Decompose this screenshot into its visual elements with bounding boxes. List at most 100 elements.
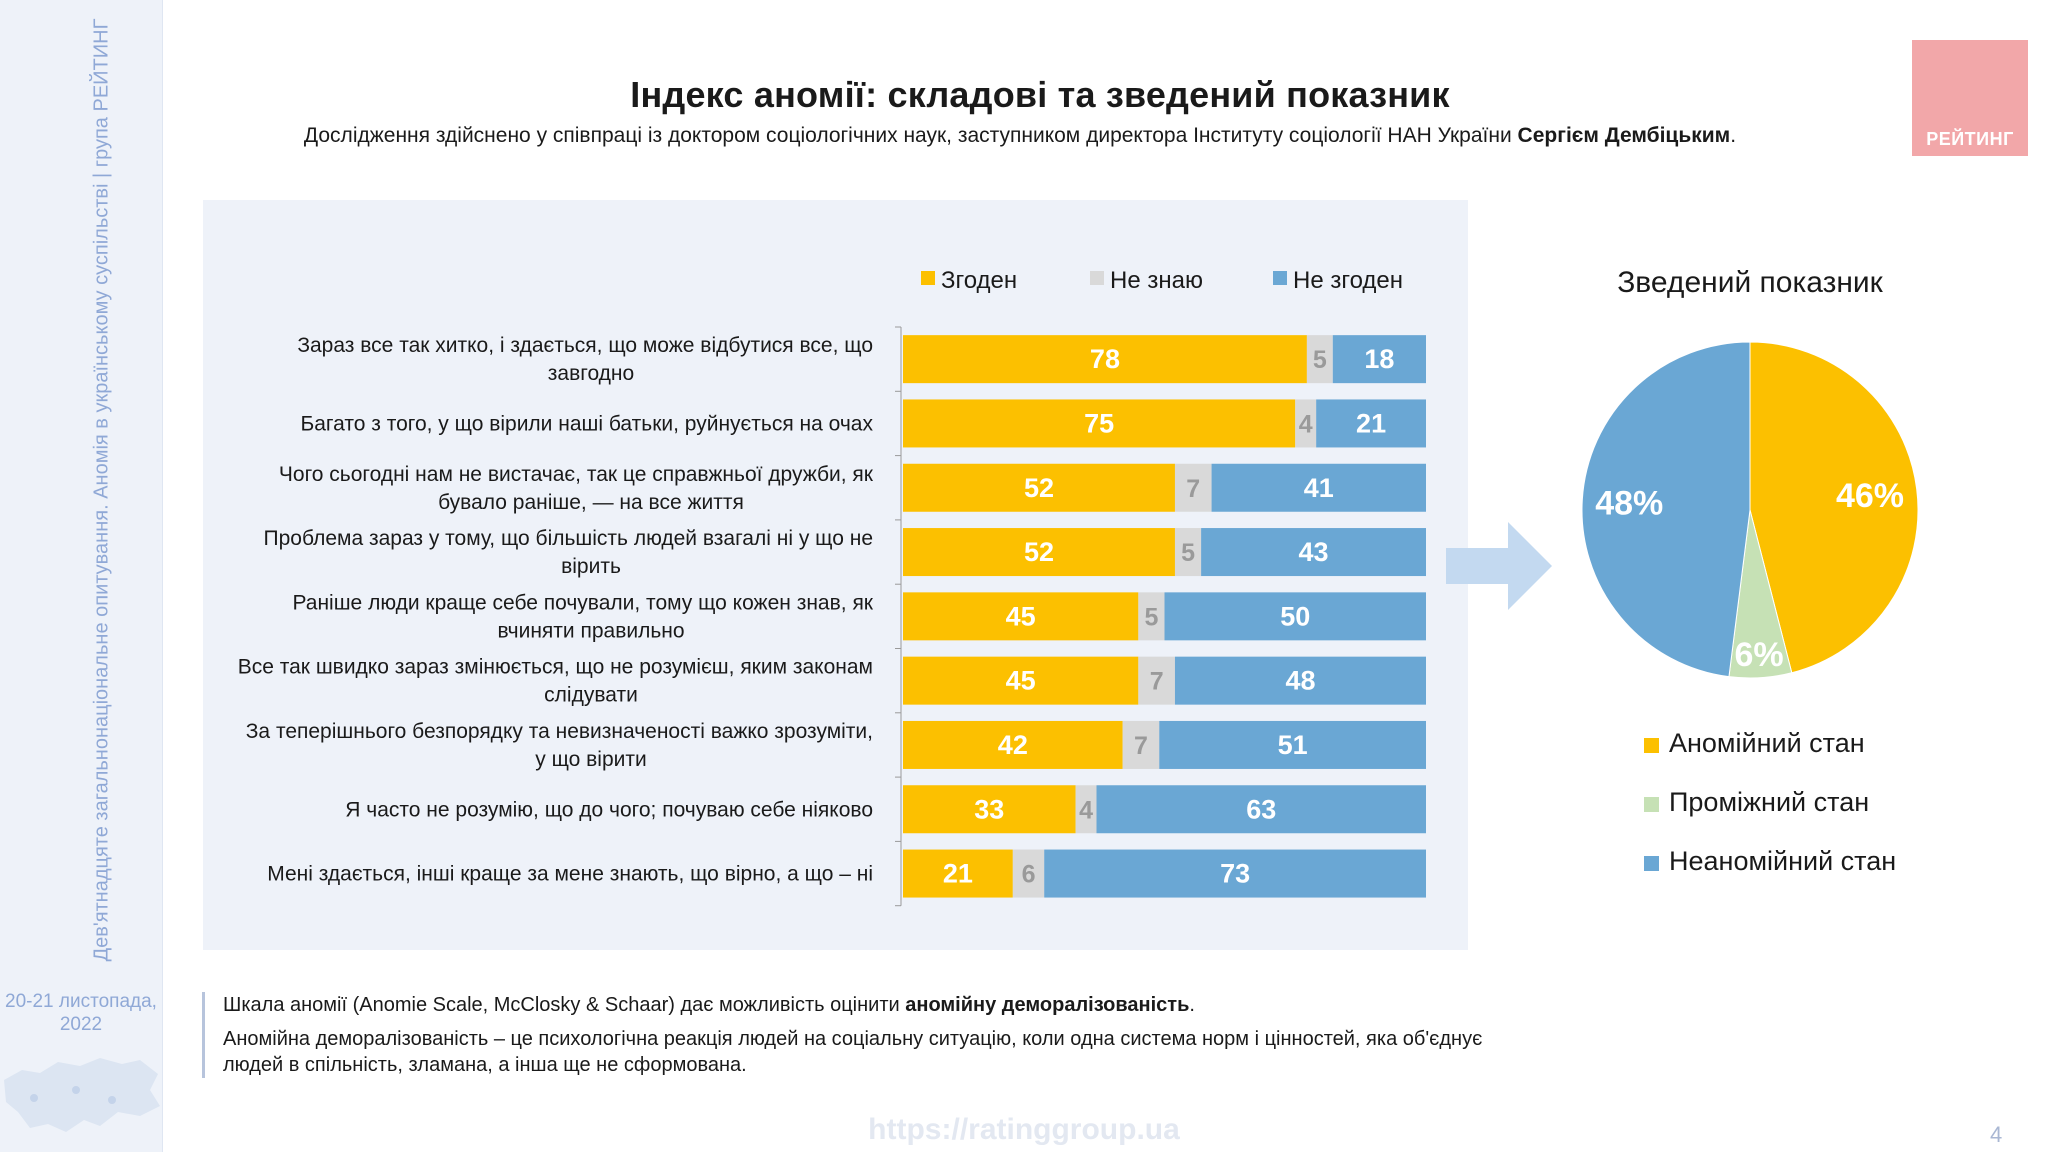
survey-date-line1: 20-21 листопада,	[5, 991, 157, 1012]
bar-segment	[1138, 592, 1165, 641]
survey-date-line2: 2022	[59, 1014, 103, 1035]
rating-logo: РЕЙТИНГ	[1912, 40, 2028, 156]
note-term: аномійну деморалізованість	[905, 994, 1190, 1016]
bar-value-label: 33	[974, 794, 1004, 824]
page-number: 4	[1990, 1122, 2003, 1147]
subtitle-end: .	[1730, 124, 1737, 147]
category-label-line: бувало раніше, — на все життя	[438, 491, 744, 514]
bar-value-label: 48	[1285, 666, 1315, 696]
bar-value-label: 63	[1246, 794, 1276, 824]
legend-swatch	[921, 271, 935, 285]
bar-value-label: 21	[943, 859, 973, 889]
category-label: Чого сьогодні нам не вистачає, так це сп…	[279, 463, 874, 514]
sidebar-vertical-caption: Дев'ятнадцяте загальнонаціональне опитув…	[82, 19, 122, 962]
category-label: За теперішнього безпорядку та невизначен…	[246, 720, 873, 771]
bar-segment	[903, 656, 1139, 705]
category-label-line: слідувати	[544, 684, 638, 707]
category-label-line: Зараз все так хитко, і здається, що може…	[297, 334, 873, 357]
category-label-line: завгодно	[548, 362, 634, 385]
page-title: Індекс аномії: складові та зведений пока…	[630, 74, 1450, 115]
note-line-2: Аномійна деморалізованість – це психолог…	[223, 1028, 1483, 1076]
website-link[interactable]: https://ratinggroup.ua	[868, 1113, 1180, 1146]
sidebar-caption-text: Дев'ятнадцяте загальнонаціональне опитув…	[90, 18, 113, 962]
bar-value-label: 18	[1364, 344, 1394, 374]
sidebar: Дев'ятнадцяте загальнонаціональне опитув…	[0, 0, 163, 1152]
pie-slice-label: 46%	[1836, 477, 1904, 515]
bar-value-label: 42	[998, 730, 1028, 760]
logo-text: РЕЙТИНГ	[1926, 129, 2014, 149]
survey-date: 20-21 листопада, 2022	[0, 990, 162, 1036]
note-text: Шкала аномії (Anomie Scale, McClosky & S…	[223, 994, 906, 1016]
pie-slice-label: 48%	[1595, 484, 1663, 522]
bar-value-label: 45	[1006, 666, 1036, 696]
category-label: Раніше люди краще себе почували, тому що…	[292, 591, 873, 642]
bar-segment	[903, 849, 1013, 898]
bar-value-label: 52	[1024, 537, 1054, 567]
pie-legend-label: Проміжний стан	[1669, 787, 1870, 817]
bar-segment	[903, 463, 1175, 512]
bar-segment	[903, 528, 1175, 577]
bar-value-label: 73	[1220, 859, 1250, 889]
bar-segment	[1138, 656, 1175, 705]
bar-segment	[1211, 463, 1426, 512]
bar-value-label: 51	[1278, 730, 1308, 760]
category-label-line: Чого сьогодні нам не вистачає, так це сп…	[279, 463, 874, 486]
pie-legend-label: Аномійний стан	[1669, 728, 1865, 758]
bar-segment	[1174, 528, 1202, 577]
category-label: Мені здається, інші краще за мене знають…	[267, 863, 873, 886]
bar-value-label: 21	[1356, 408, 1386, 438]
bar-segment	[1122, 720, 1160, 769]
category-label-line: Багато з того, у що вірили наші батьки, …	[300, 412, 873, 435]
bar-value-label: 5	[1144, 603, 1158, 631]
bar-segment	[1306, 335, 1333, 384]
legend-label: Згоден	[941, 267, 1017, 294]
subtitle-text: Дослідження здійснено у співпраці із док…	[303, 124, 1518, 147]
pie-legend-swatch	[1644, 738, 1659, 753]
legend-swatch	[1090, 271, 1104, 285]
category-label: Я часто не розумію, що до чого; почуваю …	[345, 798, 873, 821]
category-label: Проблема зараз у тому, що більшість люде…	[264, 527, 873, 578]
note-line-1: Шкала аномії (Anomie Scale, McClosky & S…	[223, 992, 1493, 1018]
category-label-line: Я часто не розумію, що до чого; почуваю …	[345, 798, 873, 821]
stacked-bar-chart: Згоден Не знаю Не згоден 78 5 18 Зараз все так…	[238, 267, 1426, 907]
category-label-line: вчиняти правильно	[497, 619, 684, 642]
bar-segment	[1201, 528, 1426, 577]
bar-segment	[903, 592, 1139, 641]
bar-value-label: 7	[1134, 732, 1148, 760]
category-label-line: Все так швидко зараз змінюється, що не р…	[238, 656, 873, 679]
methodology-note: Шкала аномії (Anomie Scale, McClosky & S…	[202, 992, 1493, 1078]
subtitle-author: Сергієм Дембіцьким	[1517, 124, 1731, 147]
pie-slice	[1749, 341, 1919, 674]
pie-title: Зведений показник	[1617, 266, 1883, 299]
pie-legend-swatch	[1644, 856, 1659, 871]
bar-segment	[1164, 592, 1426, 641]
bar-segment	[903, 399, 1296, 448]
legend-swatch	[1273, 271, 1287, 285]
bar-value-label: 4	[1299, 410, 1313, 438]
bar-value-label: 6	[1022, 861, 1036, 889]
bar-segment	[1316, 399, 1426, 448]
bar-segment	[1174, 656, 1426, 705]
category-label-line: Проблема зараз у тому, що більшість люде…	[264, 527, 873, 550]
bar-value-label: 5	[1181, 539, 1195, 567]
legend-label: Не згоден	[1293, 267, 1403, 294]
category-label-line: Мені здається, інші краще за мене знають…	[267, 863, 873, 886]
bar-value-label: 75	[1084, 408, 1114, 438]
category-label-line: Раніше люди краще себе почували, тому що…	[292, 591, 873, 614]
bar-segment	[1096, 785, 1426, 834]
category-label: Багато з того, у що вірили наші батьки, …	[300, 412, 873, 435]
bar-segment	[1075, 785, 1097, 834]
bar-value-label: 7	[1186, 475, 1200, 503]
bar-segment	[903, 335, 1307, 384]
bar-segment	[1295, 399, 1317, 448]
bar-value-label: 50	[1280, 601, 1310, 631]
right-arrow-icon	[1446, 522, 1552, 610]
bar-value-label: 45	[1006, 601, 1036, 631]
bar-segment	[1159, 720, 1426, 769]
bar-value-label: 52	[1024, 473, 1054, 503]
note-end: .	[1189, 994, 1195, 1016]
bar-value-label: 43	[1299, 537, 1329, 567]
legend-label: Не знаю	[1110, 267, 1203, 294]
category-label-line: За теперішнього безпорядку та невизначен…	[246, 720, 873, 743]
bar-value-label: 41	[1304, 473, 1334, 503]
